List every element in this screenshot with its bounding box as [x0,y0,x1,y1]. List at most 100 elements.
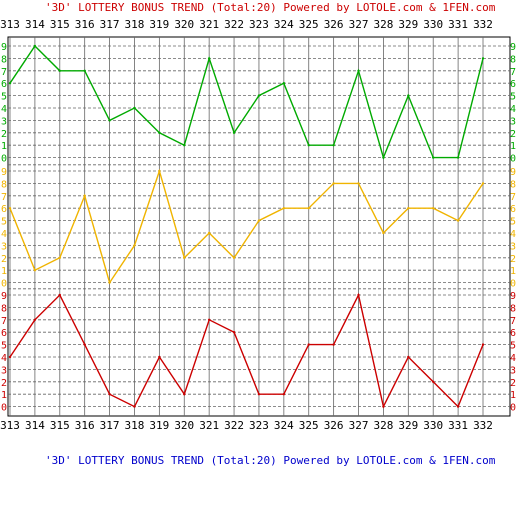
y-tick-label-right: 9 [510,167,516,178]
y-tick-label-left: 8 [1,303,7,314]
series-line-bottom [9,292,484,409]
y-tick-label-left: 5 [1,92,7,103]
y-tick-label-left: 3 [1,241,7,252]
x-tick-label-top: 314 [25,18,45,31]
x-tick-label-bottom: 322 [224,419,244,432]
x-tick-label-bottom: 325 [299,419,319,432]
x-tick-label-top: 331 [448,18,468,31]
y-tick-label-left: 4 [1,229,7,240]
data-point-bottom [183,393,186,396]
data-point-middle [58,256,61,259]
x-tick-label-bottom: 324 [274,419,294,432]
y-tick-label-right: 7 [510,192,516,203]
y-tick-label-right: 6 [510,79,516,90]
data-point-bottom [307,343,310,346]
x-tick-label-top: 327 [349,18,369,31]
data-point-bottom [232,331,236,334]
x-tick-label-bottom: 314 [25,419,45,432]
x-tick-label-top: 332 [473,18,493,31]
y-tick-label-left: 2 [1,254,7,265]
y-tick-label-right: 1 [510,141,516,152]
data-point-top [257,94,261,97]
y-tick-label-right: 2 [510,378,516,389]
data-point-bottom [407,355,410,359]
data-point-top [332,144,335,147]
x-tick-label-bottom: 328 [373,419,393,432]
data-point-top [183,144,186,147]
data-point-bottom [207,318,211,321]
x-tick-label-top: 313 [0,18,20,31]
data-point-middle [456,219,460,222]
y-tick-label-right: 0 [510,279,516,290]
y-tick-label-left: 4 [1,104,7,115]
y-tick-label-left: 8 [1,54,7,65]
x-tick-label-top: 328 [373,18,393,31]
y-tick-label-left: 6 [1,328,7,339]
y-tick-label-right: 9 [510,291,516,302]
x-tick-label-bottom: 329 [398,419,418,432]
data-point-middle [432,207,435,210]
data-point-top [481,57,485,60]
y-tick-label-right: 4 [510,353,516,364]
x-tick-label-top: 316 [75,18,95,31]
y-tick-label-right: 1 [510,390,516,401]
data-point-bottom [158,355,161,359]
data-point-bottom [481,343,485,346]
x-tick-label-bottom: 327 [349,419,369,432]
y-tick-label-left: 1 [1,266,7,277]
x-tick-label-bottom: 320 [174,419,194,432]
data-point-middle [332,182,335,185]
y-tick-label-left: 6 [1,79,7,90]
data-point-top [307,144,310,147]
y-tick-label-left: 5 [1,217,7,228]
y-tick-label-right: 6 [510,204,516,215]
data-point-bottom [332,343,335,346]
data-point-top [432,156,435,159]
y-tick-label-right: 5 [510,217,516,228]
y-tick-label-left: 2 [1,378,7,389]
y-tick-label-left: 9 [1,291,7,302]
data-point-middle [207,231,211,235]
x-tick-label-bottom: 316 [75,419,95,432]
data-point-middle [8,207,12,210]
y-tick-label-left: 3 [1,116,7,127]
x-tick-label-top: 317 [100,18,120,31]
data-point-middle [282,207,286,210]
data-point-middle [307,207,310,210]
data-point-bottom [108,393,111,396]
chart-title-top: '3D' LOTTERY BONUS TREND (Total:20) Powe… [45,1,496,14]
data-point-top [108,119,111,122]
data-point-middle [133,244,136,247]
y-tick-label-left: 0 [1,403,7,414]
y-tick-label-right: 6 [510,328,516,339]
x-tick-label-bottom: 330 [423,419,443,432]
y-tick-label-left: 9 [1,167,7,178]
data-point-top [382,156,385,159]
x-tick-label-top: 320 [174,18,194,31]
data-point-bottom [357,293,360,297]
y-tick-label-right: 3 [510,116,516,127]
y-tick-label-right: 9 [510,42,516,53]
x-tick-label-top: 315 [50,18,70,31]
y-tick-label-left: 7 [1,67,7,78]
x-tick-label-bottom: 315 [50,419,70,432]
y-tick-label-left: 0 [1,154,7,165]
x-tick-label-bottom: 326 [324,419,344,432]
data-point-bottom [257,393,261,396]
data-point-bottom [456,405,460,408]
chart-title-bottom: '3D' LOTTERY BONUS TREND (Total:20) Powe… [45,454,496,467]
data-point-bottom [33,318,37,321]
data-point-bottom [382,405,385,408]
series-line-middle [9,168,484,285]
data-point-middle [481,182,485,185]
data-point-middle [357,182,360,185]
x-tick-label-bottom: 313 [0,419,20,432]
data-point-top [8,82,12,85]
y-tick-label-left: 0 [1,279,7,290]
x-tick-label-top: 324 [274,18,294,31]
y-tick-label-right: 0 [510,154,516,165]
x-tick-label-top: 330 [423,18,443,31]
y-tick-label-left: 6 [1,204,7,215]
